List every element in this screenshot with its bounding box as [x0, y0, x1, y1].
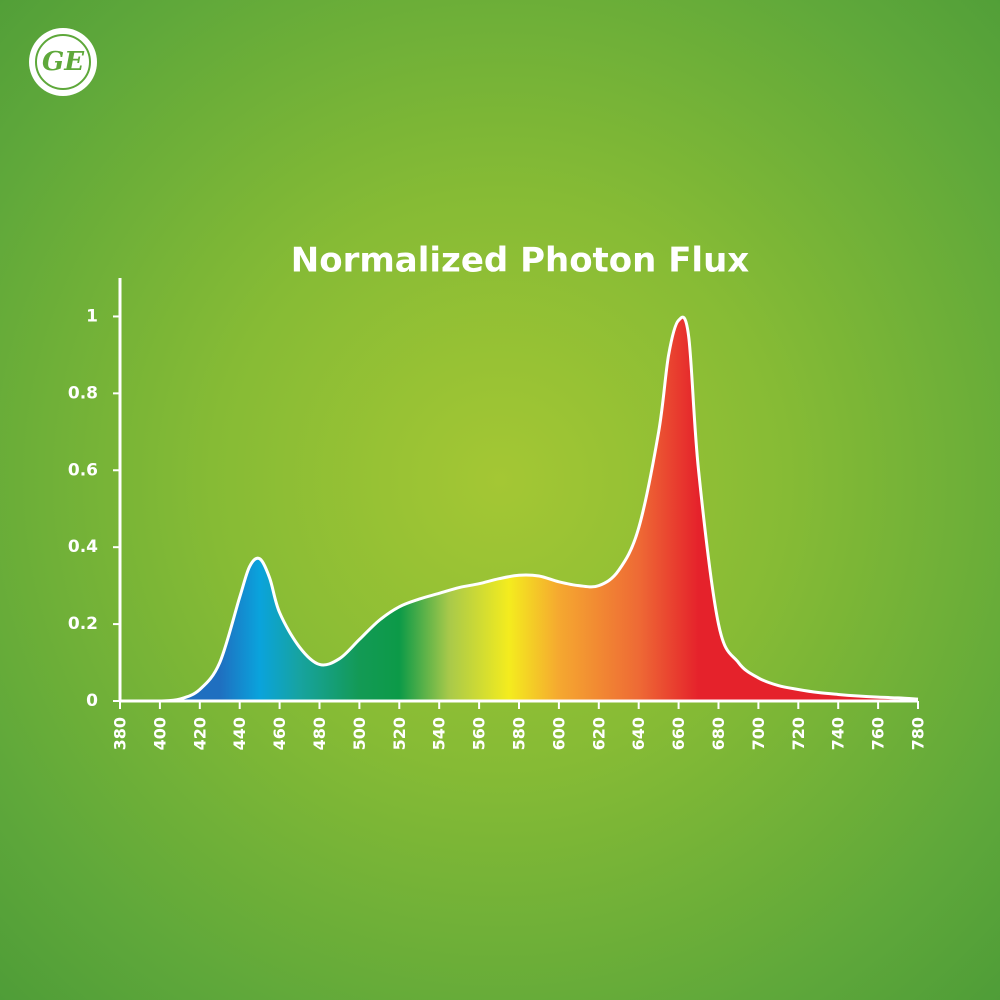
- x-tick-label: 700: [749, 717, 768, 750]
- logo-circle: [29, 28, 97, 96]
- x-tick-label: 520: [390, 717, 409, 750]
- y-tick-label: 0.8: [68, 383, 98, 403]
- logo-ring: [35, 34, 91, 90]
- area-line: [120, 315, 919, 703]
- x-tick-label: 420: [190, 717, 209, 750]
- x-tick-label: 760: [869, 717, 888, 750]
- logo: GE: [29, 28, 97, 96]
- x-tick-label: 440: [230, 717, 249, 750]
- x-tick-label: 620: [589, 717, 608, 750]
- x-tick-label: 740: [829, 717, 848, 750]
- x-tick-label: 540: [430, 717, 449, 750]
- x-tick-label: 400: [150, 717, 169, 750]
- x-tick-label: 660: [669, 717, 688, 750]
- logo-text: GE: [42, 47, 85, 77]
- y-tick-label: 0.6: [68, 460, 98, 480]
- area-fill: [120, 317, 918, 701]
- x-tick-label: 680: [709, 717, 728, 750]
- x-tick-label: 580: [510, 717, 529, 750]
- x-tick-label: 640: [629, 717, 648, 750]
- x-tick-label: 480: [310, 717, 329, 750]
- x-tick-label: 780: [909, 717, 928, 750]
- x-tick-label: 720: [789, 717, 808, 750]
- x-tick-label: 380: [111, 717, 130, 750]
- x-tick-label: 460: [270, 717, 289, 750]
- x-tick-label: 500: [350, 717, 369, 750]
- chart-title: Normalized Photon Flux: [291, 241, 750, 281]
- y-tick-label: 1: [86, 306, 98, 326]
- x-tick-label: 600: [549, 717, 568, 750]
- y-tick-label: 0.2: [68, 614, 98, 634]
- x-tick-label: 560: [470, 717, 489, 750]
- y-tick-label: 0.4: [68, 537, 98, 557]
- y-tick-label: 0: [86, 691, 98, 711]
